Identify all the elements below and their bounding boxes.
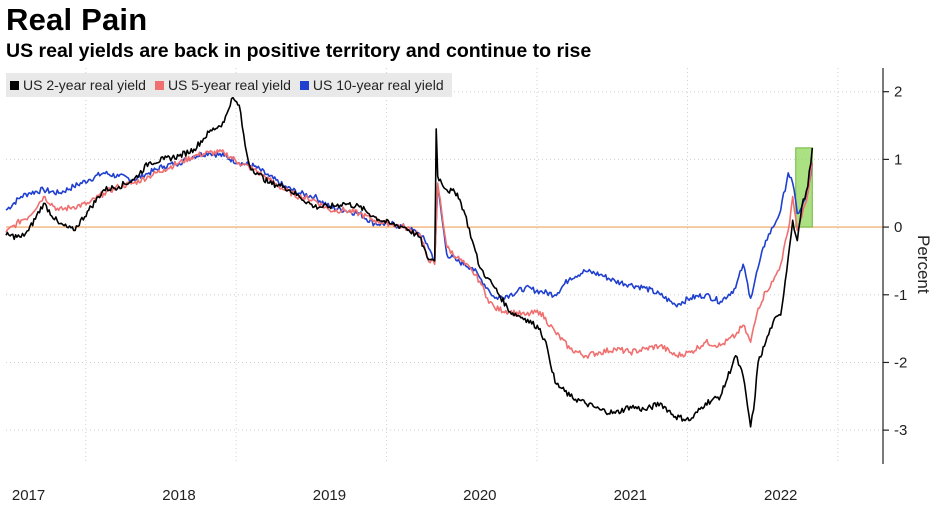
highlight-layer — [795, 147, 813, 228]
legend-swatch-10-year — [299, 80, 309, 90]
series-layer — [5, 96, 814, 428]
x-tick-label-2018: 2018 — [162, 487, 195, 504]
y-tick-label-2: 2 — [894, 84, 902, 101]
chart-title: Real Pain — [6, 2, 148, 37]
legend-label-2-year: US 2-year real yield — [23, 77, 146, 93]
x-tick-label-2017: 2017 — [12, 487, 45, 504]
y-tick-label--3: -3 — [894, 422, 907, 439]
y-tick-label--2: -2 — [894, 354, 907, 371]
gridlines — [6, 68, 883, 464]
chart-subtitle: US real yields are back in positive terr… — [6, 40, 592, 62]
legend-item-2-year[interactable]: US 2-year real yield — [10, 77, 146, 93]
y-tick-label-1: 1 — [894, 151, 902, 168]
y-tick-label--1: -1 — [894, 287, 907, 304]
x-tick-label-2022: 2022 — [764, 487, 797, 504]
y-axis-label: Percent — [914, 235, 933, 294]
legend: US 2-year real yield US 5-year real yiel… — [6, 73, 452, 97]
series-line-us-5-year-real-yield — [5, 149, 814, 359]
legend-label-5-year: US 5-year real yield — [167, 77, 291, 93]
legend-swatch-2-year — [10, 80, 19, 90]
legend-item-10-year[interactable]: US 10-year real yield — [299, 77, 444, 93]
legend-swatch-5-year — [154, 80, 164, 90]
legend-label-10-year: US 10-year real yield — [312, 77, 444, 93]
legend-item-5-year[interactable]: US 5-year real yield — [154, 77, 291, 93]
x-tick-label-2020: 2020 — [463, 487, 496, 504]
series-line-us-2-year-real-yield — [5, 96, 814, 428]
y-tick-label-0: 0 — [894, 219, 902, 236]
x-tick-label-2021: 2021 — [614, 487, 647, 504]
axes: 2017 2018 2019 2020 2021 2022 2 1 0 -1 -2 -3 Percent — [12, 68, 933, 504]
highlight-box — [795, 147, 813, 228]
x-tick-label-2019: 2019 — [313, 487, 346, 504]
